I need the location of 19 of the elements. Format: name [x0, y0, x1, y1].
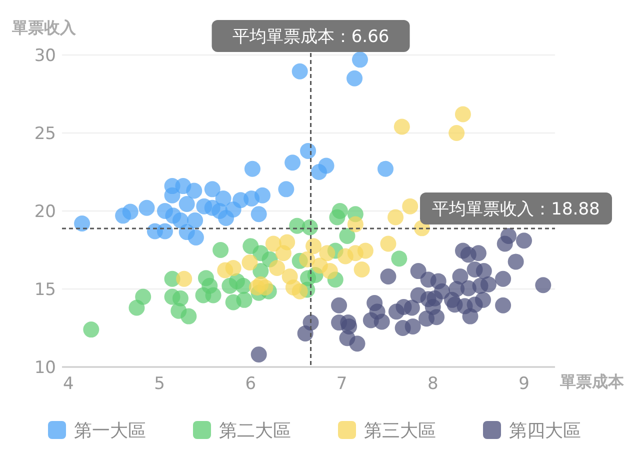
- ref-line-label: 平均單票成本：6.66: [232, 26, 390, 47]
- legend-label: 第一大區: [74, 420, 146, 442]
- ref-line-label: 平均單票收入：18.88: [432, 199, 600, 220]
- legend-label: 第三大區: [364, 420, 436, 442]
- y-tick-label: 15: [34, 280, 56, 300]
- legend-label: 第二大區: [219, 420, 291, 442]
- x-tick-label: 5: [154, 374, 165, 394]
- y-tick-label: 30: [34, 46, 56, 66]
- x-tick-label: 4: [62, 374, 74, 394]
- y-axis-title: 單票收入: [11, 18, 77, 37]
- x-axis-title: 單票成本: [559, 372, 625, 391]
- x-tick-label: 8: [427, 374, 438, 394]
- y-tick-label: 20: [34, 202, 56, 222]
- y-tick-label: 25: [34, 124, 56, 144]
- x-tick-label: 7: [336, 374, 348, 394]
- y-tick-label: 10: [34, 358, 56, 378]
- x-tick-label: 9: [518, 374, 530, 394]
- x-tick-label: 6: [245, 374, 256, 394]
- legend-label: 第四大區: [509, 420, 581, 442]
